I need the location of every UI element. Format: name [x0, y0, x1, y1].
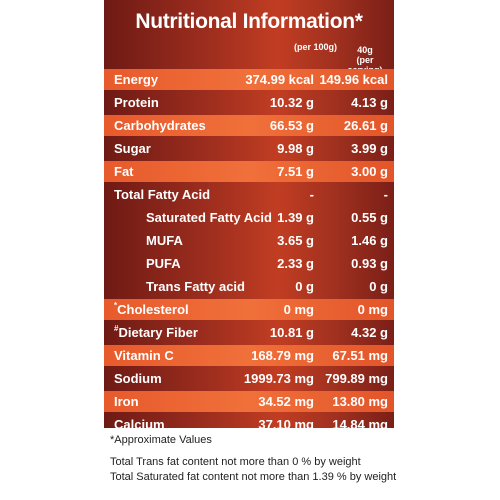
value-per-serving: 0 mg: [357, 301, 388, 317]
value-per-serving: 3.99 g: [351, 140, 388, 156]
value-per-serving: 799.89 mg: [325, 370, 388, 386]
row-label-text: Sugar: [114, 140, 151, 156]
row-label-text: MUFA: [146, 232, 183, 248]
table-row: MUFA 3.65 g 1.46 g: [104, 230, 394, 251]
value-per-serving: 13.80 mg: [332, 393, 388, 409]
table-row: Carbohydrates 66.53 g 26.61 g: [104, 114, 394, 137]
row-label: Saturated Fatty Acid: [146, 210, 272, 225]
value-per-100g: 7.51 g: [277, 163, 314, 179]
value-per-serving: 4.13 g: [351, 94, 388, 110]
value-per-100g: 9.98 g: [277, 140, 314, 156]
value-per-serving: 26.61 g: [343, 117, 388, 133]
row-label: Sugar: [114, 141, 151, 156]
table-row: #Dietary Fiber 10.81 g 4.32 g: [104, 322, 394, 343]
value-per-100g: 10.32 g: [269, 94, 314, 110]
row-label: Total Fatty Acid: [114, 187, 210, 202]
value-per-100g: 1999.73 mg: [243, 370, 314, 386]
value-per-100g: 3.65 g: [277, 232, 314, 248]
saturated-fat-note: Total Saturated fat content not more tha…: [110, 471, 397, 483]
row-label-text: Sodium: [114, 370, 162, 386]
footnotes: *Approximate Values Total Trans fat cont…: [110, 434, 396, 485]
table-row: Iron 34.52 mg 13.80 mg: [104, 390, 394, 413]
value-per-serving: 1.46 g: [351, 232, 388, 248]
table-row: Protein 10.32 g 4.13 g: [104, 92, 394, 113]
row-label: *Cholesterol: [114, 300, 189, 317]
serving-size-label: 40g: [357, 45, 373, 55]
row-label: Protein: [114, 95, 159, 110]
approx-note: *Approximate Values: [110, 434, 212, 446]
row-label: Vitamin C: [114, 348, 174, 363]
table-row: Energy 374.99 kcal 149.96 kcal: [104, 69, 394, 91]
row-label-text: Total Fatty Acid: [114, 186, 211, 202]
table-row: Calcium 37.10 mg 14.84 mg: [104, 414, 394, 435]
row-label-text: Energy: [114, 72, 159, 87]
value-per-100g: 0 g: [295, 278, 314, 294]
row-label: Sodium: [114, 371, 162, 386]
value-per-serving: 149.96 kcal: [319, 72, 388, 87]
table-row: Saturated Fatty Acid 1.39 g 0.55 g: [104, 207, 394, 228]
nutrition-table: Energy 374.99 kcal 149.96 kcal Protein 10.32…: [104, 69, 394, 437]
row-label-text: Trans Fatty acid: [146, 278, 245, 294]
value-per-serving: 0.55 g: [351, 209, 388, 225]
row-label-text: PUFA: [146, 255, 181, 271]
table-row: Fat 7.51 g 3.00 g: [104, 160, 394, 183]
footnote-mark: #: [114, 323, 119, 333]
value-per-100g: 2.33 g: [277, 255, 314, 271]
row-label-text: Vitamin C: [114, 347, 174, 363]
value-per-serving: -: [383, 186, 388, 202]
row-label-text: Fat: [114, 163, 134, 179]
trans-fat-note: Total Trans fat content not more than 0 …: [110, 456, 361, 468]
row-label: PUFA: [146, 256, 181, 271]
value-per-100g: 10.81 g: [269, 324, 314, 340]
row-label: Calcium: [114, 417, 165, 432]
row-label: Carbohydrates: [114, 118, 206, 133]
nutrition-panel: Nutritional Information* (per 100g) 40g …: [104, 0, 394, 432]
value-per-100g: -: [309, 186, 314, 202]
table-row: *Cholesterol 0 mg 0 mg: [104, 298, 394, 321]
value-per-serving: 14.84 mg: [332, 416, 388, 432]
row-label-text: Saturated Fatty Acid: [146, 209, 272, 225]
panel-title: Nutritional Information*: [135, 10, 363, 33]
value-per-100g: 34.52 mg: [258, 393, 314, 409]
row-label-text: Dietary Fiber: [118, 324, 198, 340]
table-row: Sugar 9.98 g 3.99 g: [104, 138, 394, 159]
value-per-100g: 66.53 g: [269, 117, 314, 133]
footnote-mark: *: [114, 300, 118, 310]
table-row: Sodium 1999.73 mg 799.89 mg: [104, 368, 394, 389]
per-100g-label: (per 100g): [294, 42, 338, 52]
row-label: MUFA: [146, 233, 183, 248]
value-per-serving: 3.00 g: [351, 163, 388, 179]
value-per-serving: 4.32 g: [351, 324, 388, 340]
row-label-text: Protein: [114, 94, 159, 110]
value-per-serving: 0.93 g: [351, 255, 388, 271]
value-per-100g: 37.10 mg: [258, 416, 314, 432]
table-row: Total Fatty Acid - -: [104, 184, 394, 205]
row-label: Trans Fatty acid: [146, 279, 245, 294]
row-label-text: Cholesterol: [117, 301, 189, 317]
row-label: Fat: [114, 164, 134, 179]
value-per-serving: 67.51 mg: [332, 347, 388, 363]
table-row: PUFA 2.33 g 0.93 g: [104, 253, 394, 274]
value-per-100g: 168.79 mg: [251, 347, 314, 363]
row-label: Iron: [114, 394, 139, 409]
row-label-text: Calcium: [114, 416, 165, 432]
value-per-100g: 1.39 g: [277, 209, 314, 225]
table-row: Vitamin C 168.79 mg 67.51 mg: [104, 344, 394, 367]
value-per-100g: 374.99 kcal: [245, 72, 314, 87]
row-label-text: Iron: [114, 393, 139, 409]
row-label-text: Carbohydrates: [114, 117, 206, 133]
table-row: Trans Fatty acid 0 g 0 g: [104, 276, 394, 297]
value-per-serving: 0 g: [369, 278, 388, 294]
value-per-100g: 0 mg: [283, 301, 314, 317]
row-label: Energy: [114, 72, 158, 87]
row-label: #Dietary Fiber: [114, 323, 198, 340]
